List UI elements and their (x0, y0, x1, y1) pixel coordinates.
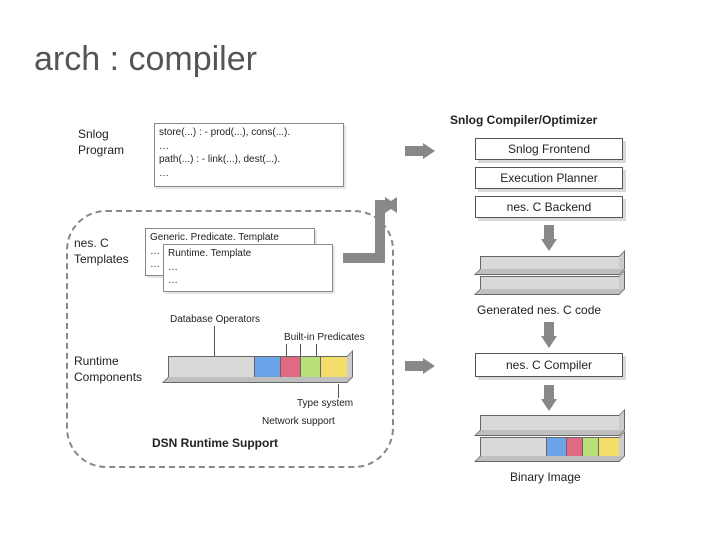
stage-label: Execution Planner (500, 171, 597, 185)
runtime-bar (168, 356, 348, 378)
stage-label: Snlog Frontend (508, 142, 590, 156)
leader-builtin1 (286, 344, 287, 356)
stage-label: nes. C Compiler (506, 358, 592, 372)
code-line: … (159, 140, 339, 154)
builtin-predicates-label: Built-in Predicates (284, 332, 365, 343)
leader-builtin3 (316, 344, 317, 356)
code-line: Runtime. Template (168, 247, 328, 261)
gen-code-block-top (480, 256, 620, 270)
nesc-templates-label: nes. C Templates (74, 236, 129, 267)
type-system-label: Type system (297, 398, 353, 409)
code-line: path(...) : - link(...), dest(...). (159, 153, 339, 167)
elbow-h (343, 253, 385, 263)
binary-block-top (480, 415, 620, 431)
stage-nesc-compiler: nes. C Compiler (475, 353, 623, 377)
template2-box: Runtime. Template … … (163, 244, 333, 292)
generated-code-label: Generated nes. C code (477, 303, 601, 319)
dsn-runtime-label: DSN Runtime Support (152, 436, 278, 450)
code-line: … (168, 274, 328, 288)
snlog-program-label: Snlog Program (78, 127, 124, 158)
runtime-components-label: Runtime Components (74, 354, 142, 385)
stage-backend: nes. C Backend (475, 196, 623, 218)
page-title: arch : compiler (34, 40, 257, 79)
leader-db-ops (214, 326, 215, 356)
stage-frontend: Snlog Frontend (475, 138, 623, 160)
compiler-optimizer-title: Snlog Compiler/Optimizer (450, 113, 597, 127)
elbow-v (375, 200, 385, 258)
network-support-label: Network support (262, 416, 335, 427)
code-line: Generic. Predicate. Template (150, 231, 310, 245)
binary-block-bottom (480, 437, 620, 457)
code-line: store(...) : - prod(...), cons(...). (159, 126, 339, 140)
binary-image-label: Binary Image (510, 470, 581, 486)
code-line: … (159, 167, 339, 181)
snlog-code-box: store(...) : - prod(...), cons(...). … p… (154, 123, 344, 187)
database-operators-label: Database Operators (170, 314, 260, 325)
code-line: … (168, 261, 328, 275)
leader-type-system (338, 384, 339, 398)
elbow-head (385, 197, 397, 213)
stage-label: nes. C Backend (507, 200, 592, 214)
gen-code-block-bottom (480, 276, 620, 290)
leader-builtin2 (300, 344, 301, 356)
stage-planner: Execution Planner (475, 167, 623, 189)
